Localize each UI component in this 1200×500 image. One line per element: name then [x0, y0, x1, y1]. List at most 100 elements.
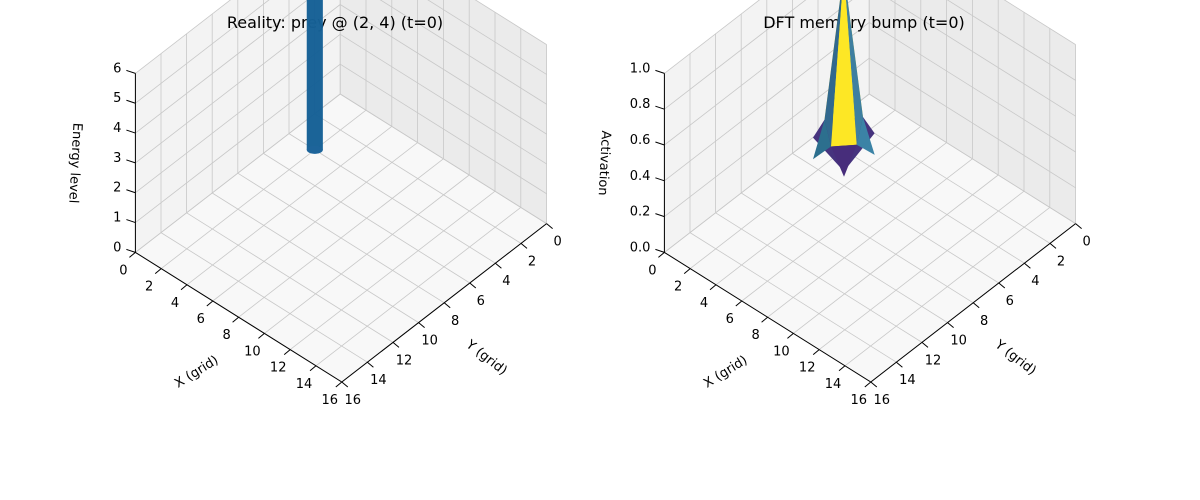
y-tick-label: 14	[899, 373, 916, 388]
y-tick	[921, 342, 929, 348]
y-tick-label: 6	[477, 294, 485, 309]
prey-energy-bar	[306, 0, 323, 154]
y-tick-label: 10	[421, 334, 438, 349]
y-tick-label: 16	[874, 393, 891, 408]
x-tick	[335, 381, 343, 388]
y-tick	[998, 282, 1006, 289]
y-tick-label: 8	[980, 314, 988, 329]
y-tick	[896, 361, 903, 368]
x-tick	[735, 300, 743, 307]
x-tick	[709, 284, 717, 291]
chart-title: DFT memory bump (t=0)	[763, 13, 965, 32]
y-axis-label: Y (grid)	[462, 337, 510, 379]
y-axis-label: Y (grid)	[991, 337, 1039, 379]
y-tick-label: 0	[1082, 235, 1090, 250]
y-tick-label: 6	[1006, 294, 1014, 309]
x-tick	[761, 316, 768, 323]
z-tick	[126, 189, 136, 194]
x-tick	[283, 349, 291, 355]
y-tick	[443, 302, 451, 309]
x-tick-label: 6	[726, 312, 734, 327]
y-tick	[1049, 243, 1057, 249]
z-tick	[126, 159, 136, 164]
x-tick	[812, 349, 820, 355]
y-tick	[418, 322, 425, 328]
z-tick	[655, 177, 665, 182]
x-tick-label: 12	[799, 361, 816, 376]
z-tick	[655, 105, 665, 110]
x-tick	[258, 333, 265, 339]
z-tick-label: 1	[113, 211, 121, 226]
x-tick-label: 16	[322, 393, 339, 408]
x-tick-label: 6	[197, 312, 205, 327]
x-tick-label: 0	[648, 263, 656, 278]
z-tick-label: 6	[113, 61, 121, 76]
x-tick	[658, 252, 665, 258]
gridlines	[134, 0, 547, 383]
z-tick	[126, 69, 136, 74]
y-tick-label: 0	[553, 235, 561, 250]
x-tick-label: 2	[674, 280, 682, 295]
z-tick-label: 4	[113, 121, 121, 136]
x-tick-label: 0	[119, 263, 127, 278]
y-tick	[520, 243, 528, 249]
x-tick-label: 16	[851, 393, 868, 408]
x-tick-label: 4	[700, 296, 708, 311]
z-tick-label: 5	[113, 91, 121, 106]
y-tick	[1024, 262, 1031, 269]
z-tick-label: 0.2	[630, 205, 651, 220]
y-tick-label: 4	[1031, 274, 1039, 289]
x-tick	[787, 333, 794, 339]
y-tick	[870, 381, 878, 388]
z-tick-label: 0.0	[630, 240, 651, 255]
z-tick	[126, 219, 136, 224]
z-tick	[655, 141, 665, 146]
z-tick-label: 3	[113, 151, 121, 166]
y-tick-label: 2	[1057, 254, 1065, 269]
x-tick-label: 8	[751, 328, 759, 343]
y-tick-label: 2	[528, 254, 536, 269]
y-tick-label: 4	[502, 274, 510, 289]
y-tick-label: 12	[925, 353, 942, 368]
x-tick-label: 10	[773, 344, 790, 359]
z-tick-label: 0.4	[630, 169, 651, 184]
x-tick-label: 10	[244, 344, 261, 359]
y-tick	[1075, 223, 1082, 229]
y-tick	[947, 322, 954, 328]
x-axis-label: X (grid)	[172, 353, 221, 392]
z-tick-label: 1.0	[630, 61, 651, 76]
y-tick-label: 16	[345, 393, 362, 408]
x-axis-label: X (grid)	[701, 353, 750, 392]
z-axis-label: Activation	[595, 130, 613, 196]
z-tick-label: 2	[113, 181, 121, 196]
y-tick	[367, 361, 374, 368]
memory-bump-surface	[813, 0, 875, 177]
y-tick	[469, 282, 477, 289]
z-tick	[655, 248, 665, 253]
x-tick-label: 12	[270, 361, 287, 376]
x-tick-label: 8	[222, 328, 230, 343]
y-tick	[341, 381, 349, 388]
x-tick	[232, 316, 239, 323]
chart-title: Reality: prey @ (2, 4) (t=0)	[227, 13, 443, 32]
y-tick	[546, 223, 553, 229]
z-tick	[126, 99, 136, 104]
x-tick	[838, 365, 846, 372]
x-tick-label: 4	[171, 296, 179, 311]
z-axis-label: Energy level	[65, 122, 84, 203]
dft-memory-panel: 0.0 0.2 0.4 0.6 0.8 1.0 0 2 4 6 8 10 12 14 16 0 2 4 6 8 10 12…	[595, 0, 1091, 408]
x-tick-label: 14	[296, 377, 313, 392]
x-tick	[206, 300, 214, 307]
x-tick-label: 14	[825, 377, 842, 392]
z-tick-label: 0.6	[630, 133, 651, 148]
x-tick	[309, 365, 317, 372]
y-tick-label: 14	[370, 373, 387, 388]
z-tick-label: 0	[113, 240, 121, 255]
z-tick	[655, 213, 665, 218]
y-tick	[972, 302, 980, 309]
y-tick-label: 8	[451, 314, 459, 329]
y-tick	[392, 342, 400, 348]
x-tick	[683, 268, 691, 274]
